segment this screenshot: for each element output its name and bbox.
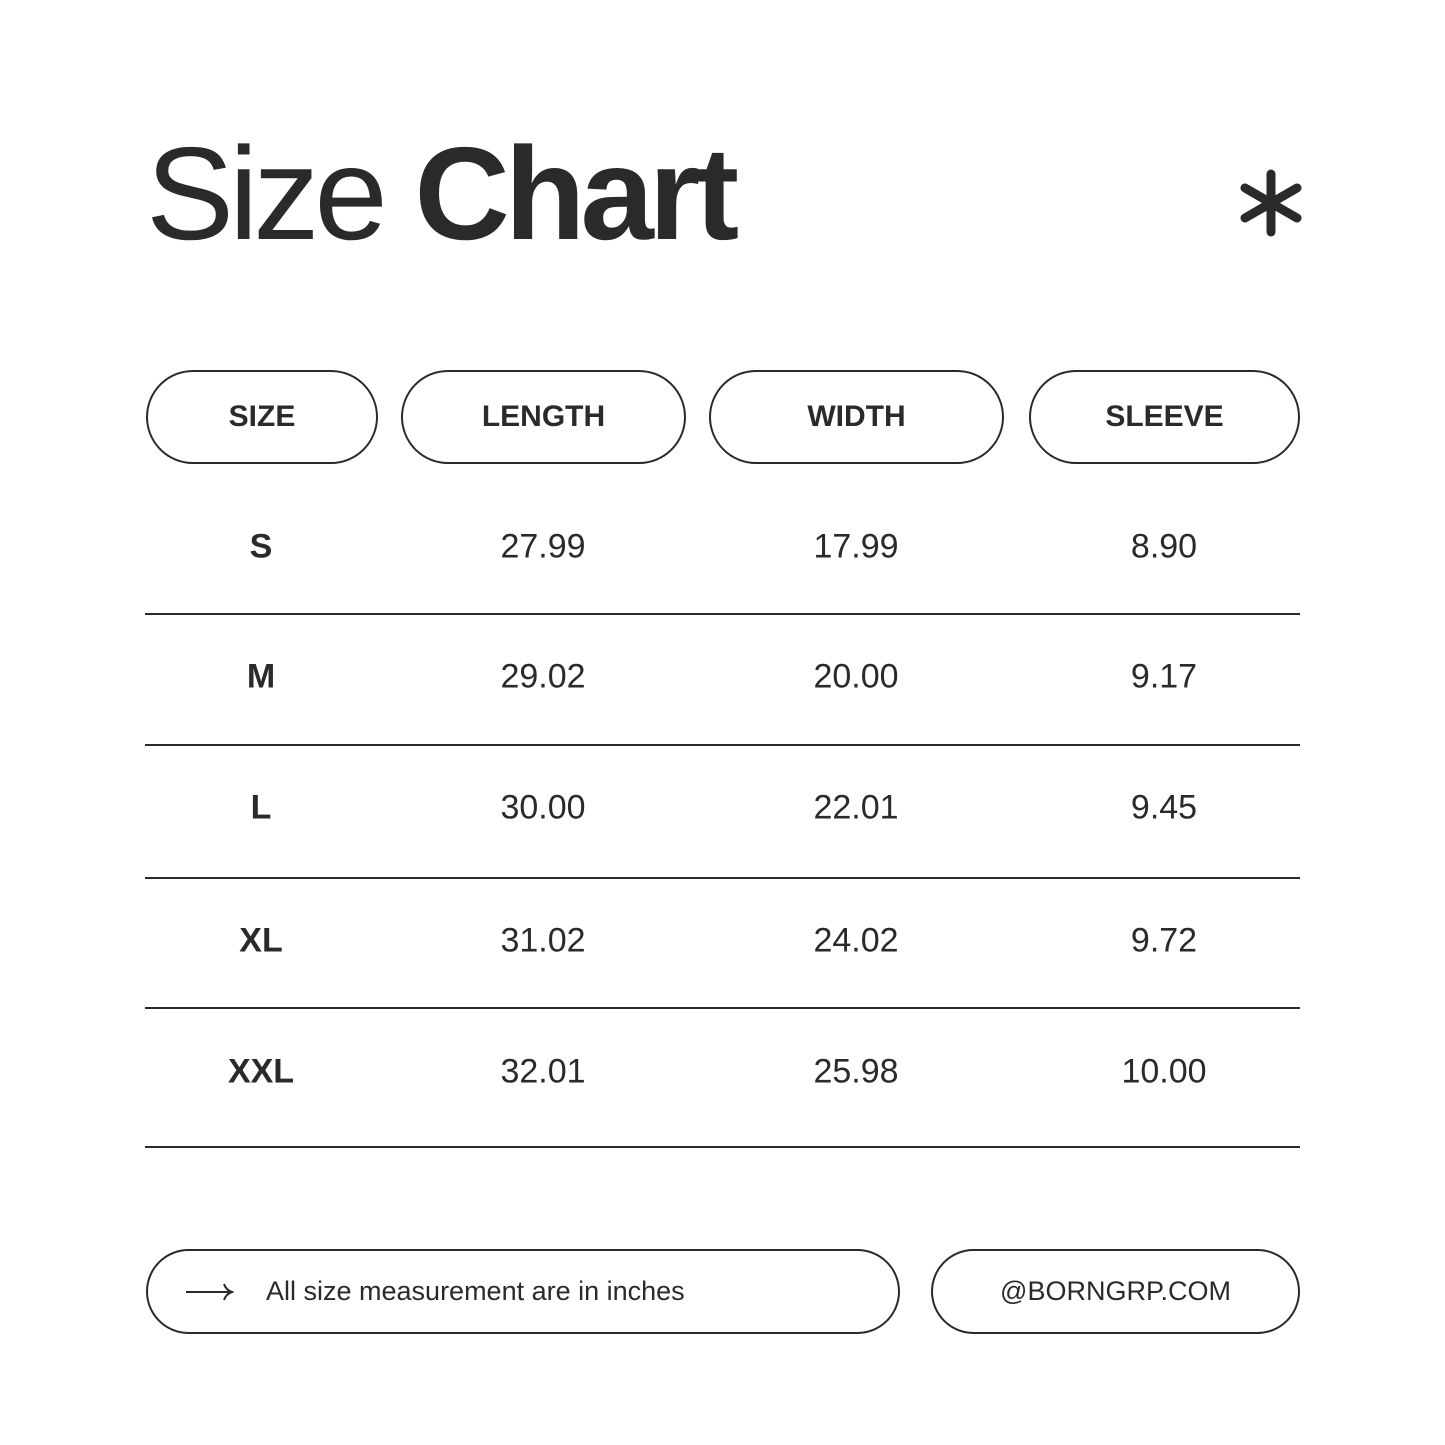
- measurement-width: 24.02: [813, 921, 899, 960]
- arrow-right-icon: [186, 1283, 234, 1300]
- size-label: XXL: [227, 1052, 295, 1091]
- row-divider: [145, 1007, 1300, 1009]
- row-divider: [145, 613, 1300, 615]
- asterisk-icon: [1240, 169, 1302, 237]
- units-note: All size measurement are in inches: [146, 1249, 900, 1334]
- measurement-length: 29.02: [500, 657, 586, 696]
- units-note-text: All size measurement are in inches: [266, 1276, 685, 1306]
- measurement-length: 31.02: [500, 921, 586, 960]
- measurement-width: 25.98: [813, 1052, 899, 1091]
- measurement-length: 32.01: [500, 1052, 586, 1091]
- size-label: L: [250, 788, 272, 827]
- measurement-sleeve: 9.17: [1130, 657, 1198, 696]
- column-header-length: LENGTH: [401, 370, 686, 464]
- row-divider: [145, 744, 1300, 746]
- measurement-width: 22.01: [813, 788, 899, 827]
- size-label: S: [249, 527, 273, 566]
- measurement-sleeve: 9.72: [1130, 921, 1198, 960]
- measurement-length: 30.00: [500, 788, 586, 827]
- title-bold: Chart: [414, 120, 739, 267]
- measurement-width: 17.99: [813, 527, 899, 566]
- row-divider: [145, 877, 1300, 879]
- website-text: @BORNGRP.COM: [1000, 1276, 1231, 1306]
- size-label: M: [246, 657, 276, 696]
- column-header-width: WIDTH: [709, 370, 1004, 464]
- measurement-sleeve: 9.45: [1130, 788, 1198, 827]
- column-header-size: SIZE: [146, 370, 378, 464]
- website-link[interactable]: @BORNGRP.COM: [931, 1249, 1300, 1334]
- measurement-sleeve: 8.90: [1130, 527, 1198, 566]
- row-divider: [145, 1146, 1300, 1148]
- column-header-sleeve: SLEEVE: [1029, 370, 1300, 464]
- measurement-width: 20.00: [813, 657, 899, 696]
- measurement-length: 27.99: [500, 527, 586, 566]
- size-label: XL: [239, 921, 283, 960]
- title-light: Size: [146, 120, 388, 267]
- measurement-sleeve: 10.00: [1121, 1052, 1207, 1091]
- page-title: Size Chart: [146, 128, 739, 260]
